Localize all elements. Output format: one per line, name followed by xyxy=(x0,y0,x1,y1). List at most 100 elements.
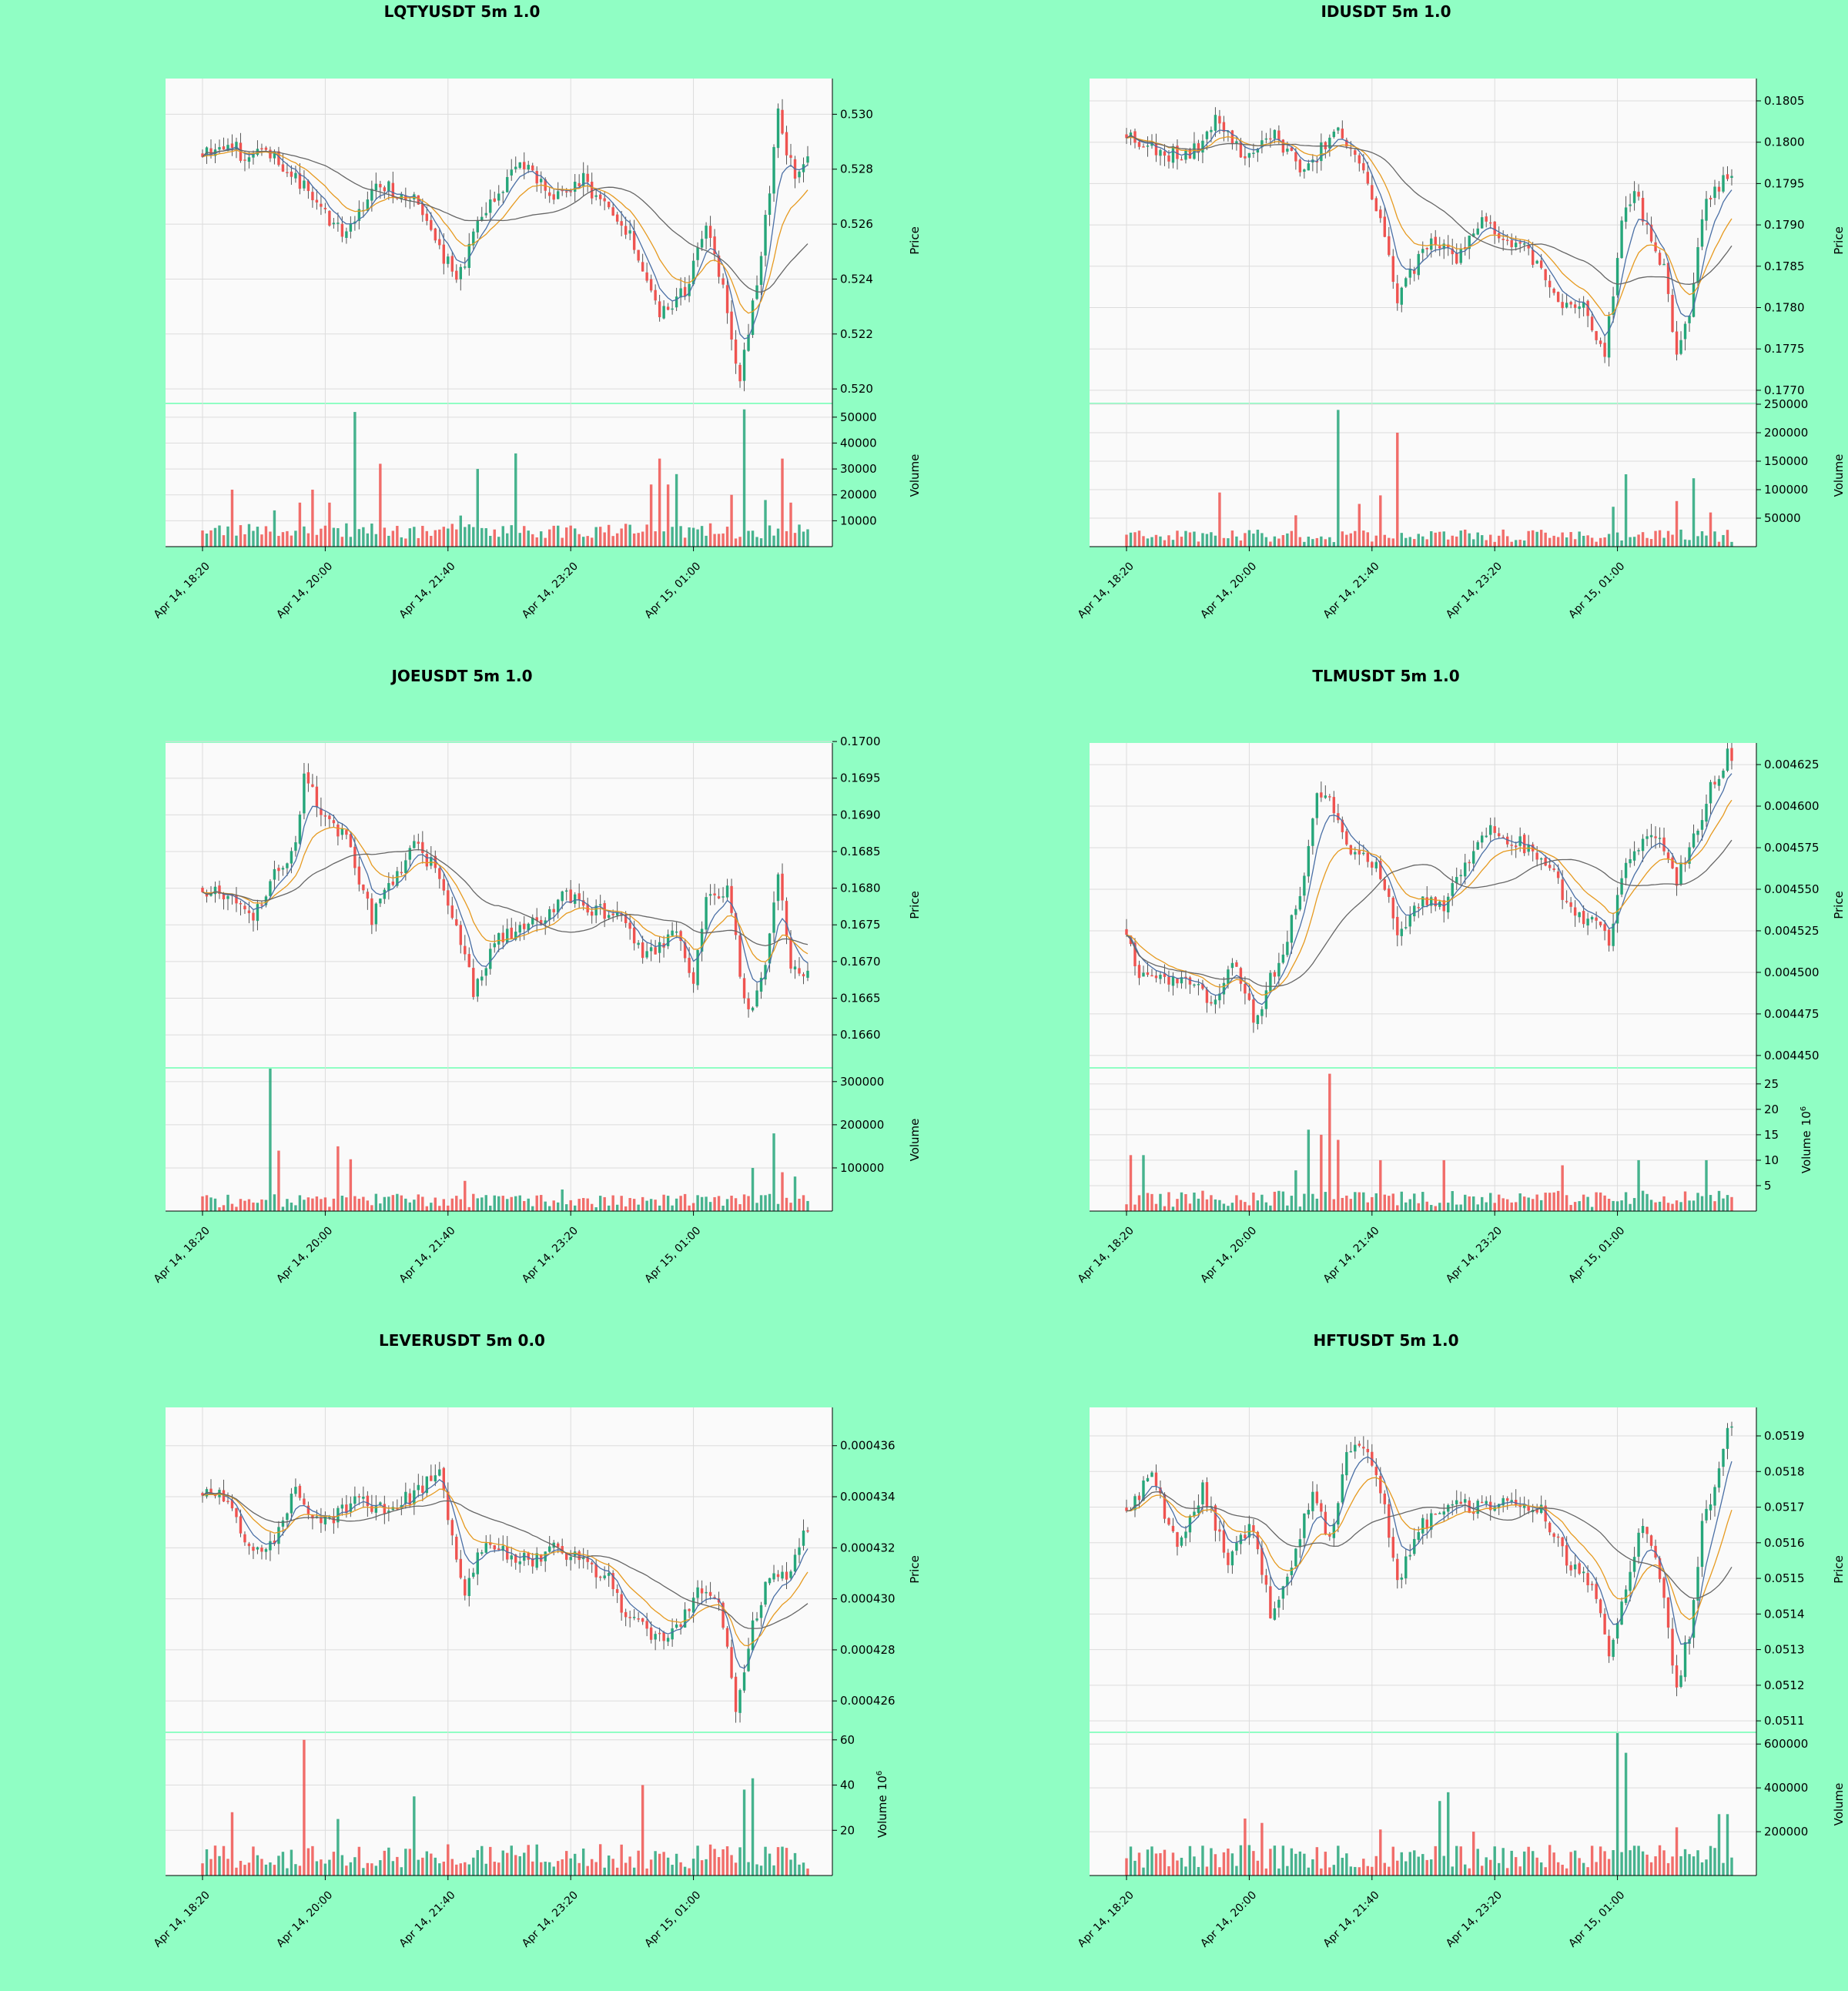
candle-body xyxy=(1713,186,1716,199)
candle-body xyxy=(438,239,441,246)
volume-bar xyxy=(514,1196,517,1211)
candle-body xyxy=(1146,972,1150,975)
volume-bar xyxy=(705,535,708,547)
volume-bar xyxy=(793,1176,797,1211)
candle-body xyxy=(1514,243,1518,247)
candle-body xyxy=(1442,1511,1445,1515)
candle-body xyxy=(666,1638,670,1642)
volume-bar xyxy=(1649,1200,1653,1211)
volume-bar xyxy=(459,1199,462,1211)
candle-body xyxy=(1218,1529,1221,1532)
candle-body xyxy=(1396,283,1399,303)
volume-bar xyxy=(1362,1859,1365,1876)
volume-bar xyxy=(247,1862,251,1876)
volume-bar xyxy=(1658,1201,1662,1211)
candle-body xyxy=(662,306,665,319)
candle-body xyxy=(535,917,538,921)
candle-body xyxy=(413,841,416,848)
volume-bar xyxy=(404,538,407,547)
candle-body xyxy=(1404,1556,1408,1578)
volume-bar xyxy=(391,1861,395,1876)
volume-bar xyxy=(226,1859,229,1876)
volume-bar xyxy=(450,1859,454,1876)
volume-bar xyxy=(1290,530,1294,547)
volume-bar xyxy=(578,1862,581,1876)
volume-bar xyxy=(1527,1846,1530,1876)
volume-bar xyxy=(1679,1855,1682,1876)
candle-body xyxy=(336,824,340,837)
candle-body xyxy=(637,1618,640,1620)
volume-bar xyxy=(1468,533,1471,547)
candle-body xyxy=(510,1555,513,1560)
volume-bar xyxy=(1214,535,1217,547)
candle-body xyxy=(581,172,585,186)
candle-body xyxy=(645,1621,648,1629)
candle-body xyxy=(1413,269,1416,274)
volume-bar xyxy=(294,1205,297,1211)
candle-body xyxy=(417,842,420,844)
candle-body xyxy=(1582,302,1585,308)
candle-body xyxy=(1383,879,1386,890)
volume-bar xyxy=(607,524,611,547)
candle-body xyxy=(311,1515,314,1519)
volume-bar xyxy=(1150,537,1153,547)
volume-bar xyxy=(269,1862,272,1876)
volume-bar xyxy=(1137,1195,1141,1211)
candle-body xyxy=(425,1476,429,1494)
volume-bar xyxy=(1518,539,1522,547)
volume-bar xyxy=(1700,531,1704,547)
volume-bar xyxy=(649,1199,653,1211)
candle-body xyxy=(239,1516,243,1534)
volume-bar xyxy=(535,1844,538,1876)
volume-bar xyxy=(1337,1139,1340,1211)
volume-bar xyxy=(1125,1204,1128,1211)
volume-bar xyxy=(1717,1814,1721,1876)
volume-bar xyxy=(1193,1856,1196,1876)
volume-bar xyxy=(1205,534,1209,547)
volume-bar xyxy=(298,1866,302,1876)
candle-body xyxy=(464,1579,467,1596)
candle-body xyxy=(713,236,716,254)
volume-bar xyxy=(641,531,644,547)
volume-bar xyxy=(269,531,272,547)
volume-bar xyxy=(569,1200,572,1211)
volume-bar xyxy=(1264,1868,1268,1876)
volume-bar xyxy=(1518,1866,1522,1876)
volume-bar xyxy=(303,1739,306,1876)
candle-body xyxy=(387,1511,390,1514)
candle-body xyxy=(615,214,619,222)
candle-body xyxy=(645,272,648,281)
candle-body xyxy=(1358,155,1361,164)
candle-body xyxy=(1447,896,1450,913)
volume-bar xyxy=(421,526,424,547)
candle-body xyxy=(1615,258,1619,296)
candle-body xyxy=(590,1562,594,1564)
candle-body xyxy=(1396,1558,1399,1581)
volume-bar xyxy=(581,1848,585,1876)
candle-body xyxy=(1662,1578,1666,1598)
volume-bar xyxy=(1464,1194,1467,1211)
candle-body xyxy=(620,221,623,226)
volume-bar xyxy=(286,530,289,547)
candle-body xyxy=(785,901,788,937)
volume-bar xyxy=(1400,533,1403,547)
candle-body xyxy=(1421,896,1424,907)
price-axis-label: Price xyxy=(908,1555,922,1584)
candle-body xyxy=(201,888,204,892)
candle-body xyxy=(768,1578,772,1584)
candle-body xyxy=(1514,845,1518,848)
volume-bar xyxy=(725,1199,729,1211)
price-tick-label: 0.004625 xyxy=(1764,758,1820,771)
candle-body xyxy=(1442,243,1445,249)
candle-body xyxy=(535,171,538,184)
volume-bar xyxy=(425,1851,429,1876)
candle-body xyxy=(277,1527,280,1544)
candle-body xyxy=(700,1588,704,1594)
volume-bar xyxy=(506,533,509,547)
volume-bar xyxy=(1615,1733,1619,1876)
volume-bar xyxy=(1328,537,1331,547)
volume-bar xyxy=(688,527,691,547)
candle-body xyxy=(1468,235,1471,249)
price-tick-label: 0.000426 xyxy=(840,1694,896,1708)
